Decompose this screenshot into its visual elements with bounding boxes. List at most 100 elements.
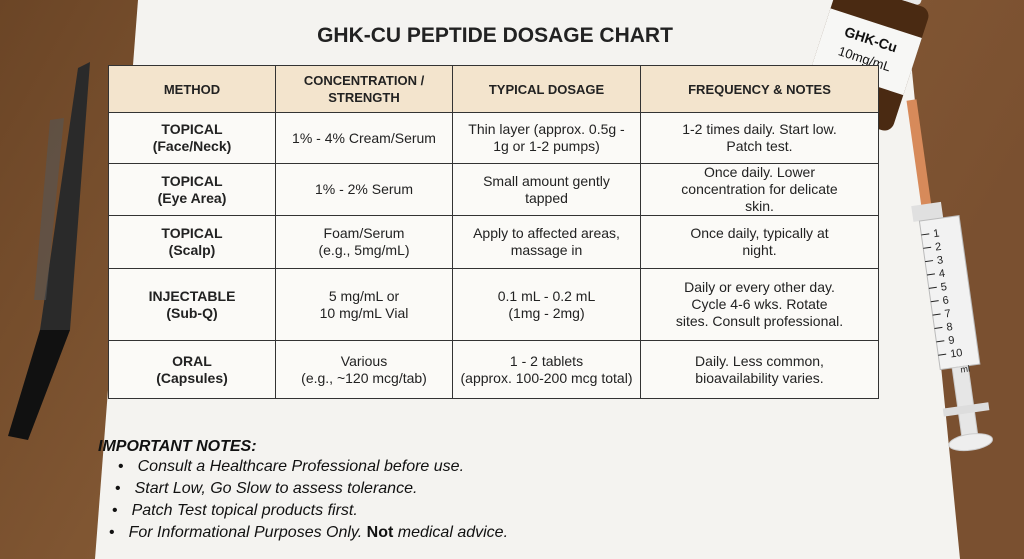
cell-text: Once daily, typically at [690, 225, 829, 241]
syringe-mark: 9 [948, 334, 956, 347]
syringe-mark: 3 [936, 254, 944, 267]
table-cell: 1% - 4% Cream/Serum [275, 112, 453, 164]
cell-text: 1g or 1-2 pumps) [493, 138, 600, 154]
table-cell: 5 mg/mL or 10 mg/mL Vial [275, 268, 453, 341]
table-cell: Once daily, typically at night. [640, 215, 879, 269]
table-cell: TOPICAL (Scalp) [108, 215, 276, 269]
table-cell: Apply to affected areas, massage in [452, 215, 641, 269]
cell-text: Patch test. [726, 138, 793, 154]
cell-text: TOPICAL [161, 225, 223, 241]
syringe-mark: 2 [934, 241, 942, 254]
note-text: Start Low, Go Slow to assess tolerance. [134, 480, 418, 497]
table-cell: Various (e.g., ~120 mcg/tab) [275, 340, 453, 399]
cell-text: (e.g., ~120 mcg/tab) [301, 369, 427, 386]
cell-text: 0.1 mL - 0.2 mL [497, 287, 596, 304]
syringe-tick [928, 286, 937, 289]
table-cell: 1% - 2% Serum [275, 163, 453, 216]
table-cell: Thin layer (approx. 0.5g -1g or 1-2 pump… [452, 112, 641, 164]
note-text: Consult a Healthcare Professional before… [137, 458, 465, 475]
table-cell: 1 - 2 tablets (approx. 100-200 mcg total) [452, 340, 641, 399]
cell-text: 1 - 2 tablets [509, 352, 584, 369]
cell-text: 1-2 times daily. Start low. [682, 121, 837, 137]
cell-text: 5 mg/mL or [328, 287, 400, 304]
syringe-tick [921, 233, 930, 236]
syringe-mark: 6 [942, 294, 950, 307]
syringe-tick [926, 273, 935, 276]
syringe-tick [936, 340, 945, 343]
cell-text: INJECTABLE [148, 287, 236, 304]
bullet: • [109, 524, 115, 541]
table-cell: Daily or every other day. Cycle 4-6 wks. … [640, 268, 879, 341]
header-cell: TYPICAL DOSAGE [452, 65, 641, 113]
cell-text: tapped [525, 189, 568, 206]
cell-text: (Eye Area) [157, 189, 227, 206]
cell-text: CONCENTRATION / [303, 73, 425, 88]
cell-text: skin. [745, 198, 774, 214]
table-cell: Daily. Less common, bioavailability varie… [640, 340, 879, 399]
cell-text: 10 mg/mL Vial [319, 304, 409, 321]
note-text: For Informational Purposes Only. [128, 524, 367, 541]
cell-text: 1% - 4% Cream/Serum [292, 129, 436, 146]
bullet: • [115, 480, 121, 497]
table-cell: TOPICAL (Eye Area) [108, 163, 276, 216]
cell-text: Foam/Serum [323, 225, 405, 241]
cell-text: sites. Consult professional. [675, 313, 844, 329]
cell-text: (Face/Neck) [152, 138, 232, 154]
note-item: • Start Low, Go Slow to assess tolerance. [115, 480, 417, 498]
cell-text: (approx. 100-200 mcg total) [460, 369, 633, 386]
syringe-mark: ml [960, 364, 971, 375]
table-cell: INJECTABLE (Sub-Q) [108, 268, 276, 341]
syringe-tick [932, 313, 941, 316]
cell-text: Daily. Less common, [695, 352, 824, 369]
syringe-mark: 10 [949, 347, 963, 361]
syringe-tick [930, 300, 939, 303]
cell-text: Apply to affected areas, [473, 225, 620, 241]
table-cell: Once daily. Lower concentration for delic… [640, 163, 879, 216]
bullet: • [118, 458, 124, 475]
cell-text: TOPICAL [161, 172, 223, 189]
bullet: • [112, 502, 118, 519]
cell-text: night. [742, 242, 777, 258]
cell-text: Thin layer (approx. 0.5g - [468, 121, 625, 137]
cell-text: (Sub-Q) [166, 304, 218, 321]
syringe-tick [934, 326, 943, 330]
header-cell: CONCENTRATION / STRENGTH [275, 65, 453, 113]
cell-text: bioavailability varies. [695, 369, 824, 386]
cell-text: TOPICAL [161, 121, 223, 137]
cell-text: (Capsules) [156, 369, 228, 386]
note-text: Not [366, 524, 394, 541]
cell-text: METHOD [163, 81, 221, 97]
syringe-mark: 5 [940, 281, 948, 294]
cell-text: (e.g., 5mg/mL) [318, 242, 410, 258]
note-text: Patch Test topical products first. [131, 502, 358, 519]
table-cell: 0.1 mL - 0.2 mL (1mg - 2mg) [452, 268, 641, 341]
syringe-tick [938, 353, 947, 356]
cell-text: Small amount gently [483, 172, 610, 189]
pen [8, 62, 90, 440]
table-cell: Foam/Serum (e.g., 5mg/mL) [275, 215, 453, 269]
syringe-mark: 1 [933, 227, 941, 240]
table-cell: 1-2 times daily. Start low. Patch test. [640, 112, 879, 164]
table-cell: Small amount gently tapped [452, 163, 641, 216]
cell-text: Cycle 4-6 wks. Rotate [691, 296, 828, 312]
table-cell: ORAL (Capsules) [108, 340, 276, 399]
table-cell: TOPICAL (Face/Neck) [108, 112, 276, 164]
note-item: • Consult a Healthcare Professional befor… [118, 458, 464, 476]
cell-text: FREQUENCY & NOTES [688, 81, 831, 97]
header-cell: METHOD [108, 65, 276, 113]
syringe-tick [923, 246, 932, 249]
syringe-tick [925, 260, 934, 263]
cell-text: Once daily. Lower [703, 164, 815, 180]
chart-title: GHK-CU PEPTIDE DOSAGE CHART [317, 24, 673, 47]
note-item: • For Informational Purposes Only. Not me… [109, 524, 508, 542]
cell-text: (Scalp) [168, 242, 216, 258]
syringe-mark: 7 [944, 308, 952, 321]
cell-text: ORAL [172, 352, 212, 369]
syringe-mark: 8 [946, 321, 954, 334]
cell-text: STRENGTH [328, 90, 400, 105]
note-text: medical advice. [393, 524, 509, 541]
cell-text: concentration for delicate [681, 181, 838, 197]
cell-text: massage in [510, 242, 583, 258]
